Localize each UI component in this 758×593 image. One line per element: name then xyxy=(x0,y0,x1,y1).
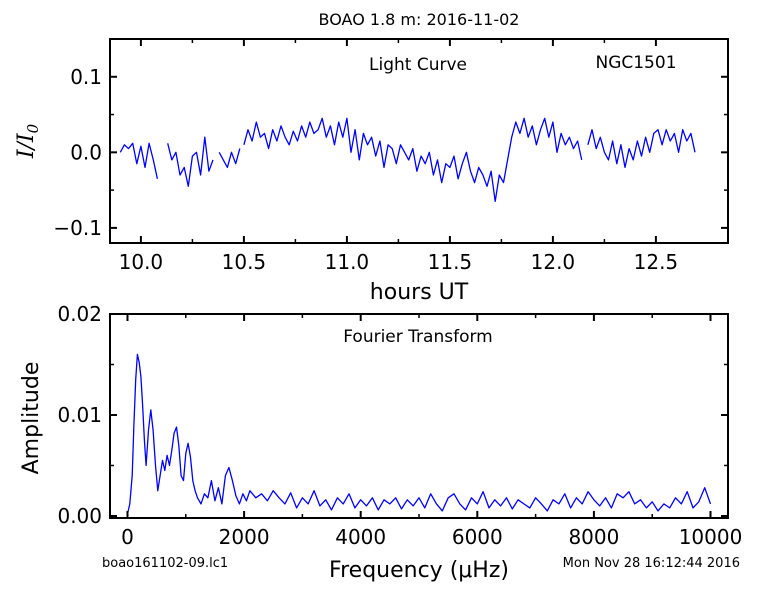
fourier-panel: 0 2000 4000 6000 8000 10000 0.00 0.01 0.02 Fouri… xyxy=(19,302,742,583)
fourier-xtick-label: 8000 xyxy=(568,525,619,549)
fourier-xtick-label: 2000 xyxy=(219,525,270,549)
figure-title: BOAO 1.8 m: 2016-11-02 xyxy=(319,10,520,29)
fourier-xtick-label: 10000 xyxy=(679,525,743,549)
fourier-xlabel: Frequency (μHz) xyxy=(329,558,509,583)
light-curve-line-1 xyxy=(167,136,214,187)
fourier-series xyxy=(126,353,712,515)
light-curve-xtick-label: 11.0 xyxy=(325,250,370,274)
light-curve-title: Light Curve xyxy=(369,55,467,75)
fourier-frame xyxy=(109,313,729,519)
light-curve-xtick-label: 10.5 xyxy=(222,250,267,274)
footer-filename: boao161102-09.lc1 xyxy=(102,556,228,571)
light-curve-xtick-label: 12.0 xyxy=(531,250,576,274)
fourier-ytick-label: 0.01 xyxy=(57,403,102,427)
light-curve-xtick-label: 12.5 xyxy=(634,250,679,274)
light-curve-ylabel: I/I0 xyxy=(14,123,42,159)
fourier-ylabel: Amplitude xyxy=(19,362,44,475)
light-curve-ytick-label: 0.1 xyxy=(70,65,102,89)
fourier-line-0 xyxy=(126,353,712,515)
light-curve-line-2 xyxy=(218,148,241,169)
light-curve-ytick-label: −0.1 xyxy=(53,216,102,240)
light-curve-xtick-label: 10.0 xyxy=(119,250,164,274)
light-curve-xlabel: hours UT xyxy=(370,280,469,305)
fourier-title: Fourier Transform xyxy=(343,327,492,347)
light-curve-line-4 xyxy=(587,129,696,169)
fourier-ytick-label: 0.00 xyxy=(57,504,102,528)
fourier-xtick-label: 4000 xyxy=(335,525,386,549)
fourier-xtick-label: 6000 xyxy=(452,525,503,549)
fourier-ticks: 0 2000 4000 6000 8000 10000 0.00 0.01 0.02 xyxy=(57,302,742,549)
fourier-ytick-label: 0.02 xyxy=(57,302,102,326)
light-curve-frame xyxy=(109,38,729,244)
light-curve-xtick-label: 11.5 xyxy=(428,250,473,274)
light-curve-line-0 xyxy=(119,142,159,179)
light-curve-ytick-label: 0.0 xyxy=(70,140,102,164)
light-curve-line-3 xyxy=(243,117,583,203)
light-curve-ticks: 10.0 10.5 11.0 11.5 12.0 12.5 −0.1 0.0 0.1 xyxy=(53,39,728,274)
object-name-label: NGC1501 xyxy=(595,53,676,73)
footer-timestamp: Mon Nov 28 16:12:44 2016 xyxy=(563,556,740,571)
light-curve-series xyxy=(119,117,696,203)
svg-text:I/I0: I/I0 xyxy=(14,123,42,159)
light-curve-panel: 10.0 10.5 11.0 11.5 12.0 12.5 −0.1 0.0 0.1 Light… xyxy=(14,38,729,305)
fourier-xtick-label: 0 xyxy=(121,525,134,549)
